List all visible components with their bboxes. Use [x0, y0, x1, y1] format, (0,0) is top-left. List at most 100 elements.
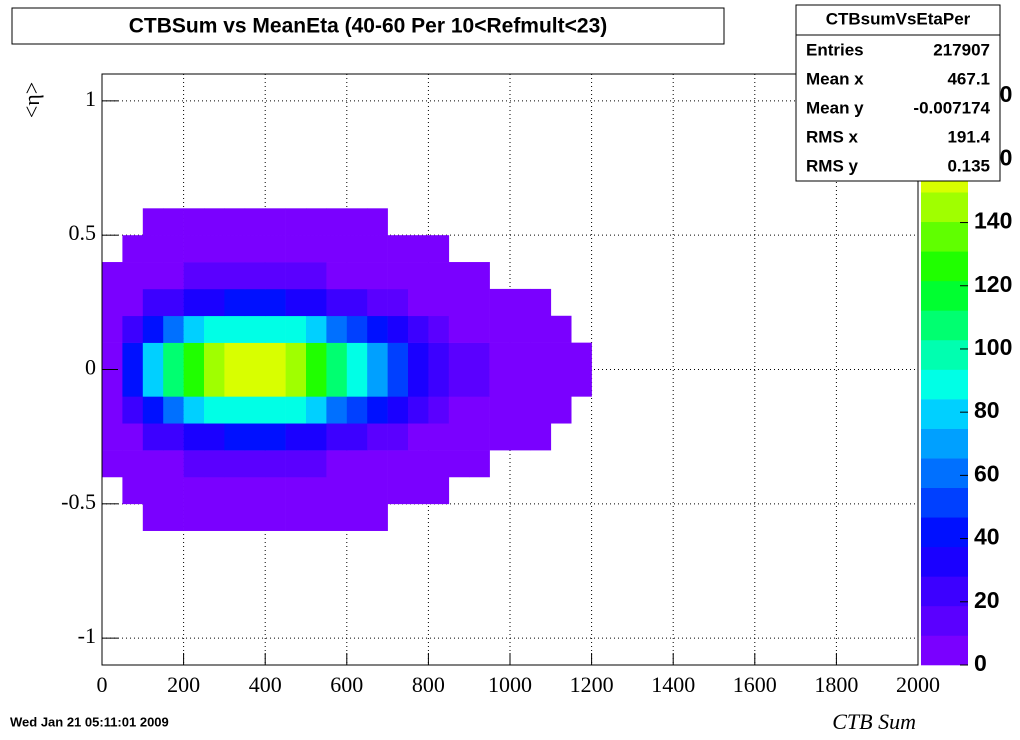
heat-cell — [428, 262, 450, 290]
heat-cell — [469, 396, 490, 424]
heat-cell — [530, 423, 552, 451]
x-tick-label: 200 — [167, 672, 200, 697]
heat-cell — [163, 450, 184, 478]
z-tick-label: 20 — [974, 587, 1000, 613]
heat-cell — [163, 503, 184, 531]
heat-cell — [448, 342, 470, 370]
heat-cell — [224, 208, 246, 236]
heat-cell — [469, 342, 490, 370]
title-box — [11, 7, 725, 45]
heat-cell — [469, 262, 490, 290]
heat-cell — [285, 315, 307, 343]
heat-cell — [326, 235, 348, 263]
x-tick-label: 2000 — [896, 672, 940, 697]
heat-cell — [489, 342, 511, 370]
heat-cell — [204, 476, 225, 505]
heat-cell — [265, 396, 286, 424]
heat-cell — [244, 423, 266, 451]
heat-cell — [122, 288, 144, 317]
heat-cell — [469, 315, 490, 343]
heat-cell — [265, 342, 286, 370]
heat-cell — [367, 396, 388, 424]
heat-cell — [163, 315, 184, 343]
heat-cell — [367, 450, 388, 478]
heat-cell — [183, 423, 205, 451]
y-tick-label: 0.5 — [69, 220, 97, 245]
stats-box — [795, 4, 1001, 182]
heat-cell — [285, 288, 307, 317]
heat-cell — [285, 369, 307, 397]
heat-cell — [550, 396, 572, 424]
heat-cell — [224, 369, 246, 397]
heat-cell — [204, 288, 225, 317]
color-band — [921, 546, 968, 577]
color-band — [921, 221, 968, 252]
heat-cell — [408, 396, 429, 424]
heat-cell — [346, 208, 368, 236]
heat-cell — [550, 369, 572, 397]
heat-cell — [387, 288, 409, 317]
heat-cell — [224, 262, 246, 290]
heat-cell — [326, 476, 348, 505]
heat-cell — [163, 396, 184, 424]
heat-cell — [102, 396, 123, 424]
heat-cell — [489, 423, 511, 451]
heat-cell — [122, 235, 144, 263]
heat-cell — [122, 450, 144, 478]
heat-cell — [265, 503, 286, 531]
heat-cell — [571, 342, 592, 370]
heat-cell — [469, 450, 490, 478]
heat-cell — [224, 396, 246, 424]
stats-label: RMS x — [806, 127, 859, 146]
heat-cell — [346, 503, 368, 531]
stats-label: Entries — [806, 40, 864, 59]
heat-cell — [367, 288, 388, 317]
z-tick-label: 100 — [974, 334, 1012, 360]
heat-cell — [530, 288, 552, 317]
heat-cell — [550, 315, 572, 343]
heat-cell — [163, 208, 184, 236]
heat-cell — [142, 396, 164, 424]
heat-cell — [183, 476, 205, 505]
heat-cell — [183, 262, 205, 290]
color-band — [921, 339, 968, 370]
heat-cell — [571, 369, 592, 397]
heat-cell — [183, 288, 205, 317]
heat-cell — [448, 423, 470, 451]
heat-cell — [244, 369, 266, 397]
heat-cell — [346, 423, 368, 451]
heat-cell — [346, 450, 368, 478]
heat-cell — [204, 503, 225, 531]
color-band — [921, 192, 968, 223]
heat-cell — [204, 423, 225, 451]
heat-cell — [163, 342, 184, 370]
heat-cell — [530, 396, 552, 424]
heat-cell — [163, 369, 184, 397]
heat-cell — [163, 288, 184, 317]
x-tick-label: 600 — [330, 672, 363, 697]
heat-cell — [448, 315, 470, 343]
heat-cell — [387, 315, 409, 343]
z-tick-label: 40 — [974, 524, 1000, 550]
heat-cell — [285, 450, 307, 478]
stats-value: -0.007174 — [913, 98, 990, 117]
heat-cell — [448, 288, 470, 317]
heat-cell — [469, 423, 490, 451]
heat-cell — [387, 342, 409, 370]
heat-cell — [408, 262, 429, 290]
z-tick-label: 0 — [974, 650, 987, 676]
heat-cell — [367, 262, 388, 290]
heat-cell — [183, 503, 205, 531]
heat-cell — [408, 235, 429, 263]
heat-cell — [224, 288, 246, 317]
heat-cell — [265, 476, 286, 505]
x-tick-label: 0 — [97, 672, 108, 697]
heat-cell — [346, 262, 368, 290]
heat-cell — [102, 369, 123, 397]
heat-cell — [530, 342, 552, 370]
heat-cell — [224, 235, 246, 263]
heat-cell — [550, 342, 572, 370]
color-band — [921, 487, 968, 518]
heat-cell — [122, 315, 144, 343]
heat-cell — [142, 476, 164, 505]
